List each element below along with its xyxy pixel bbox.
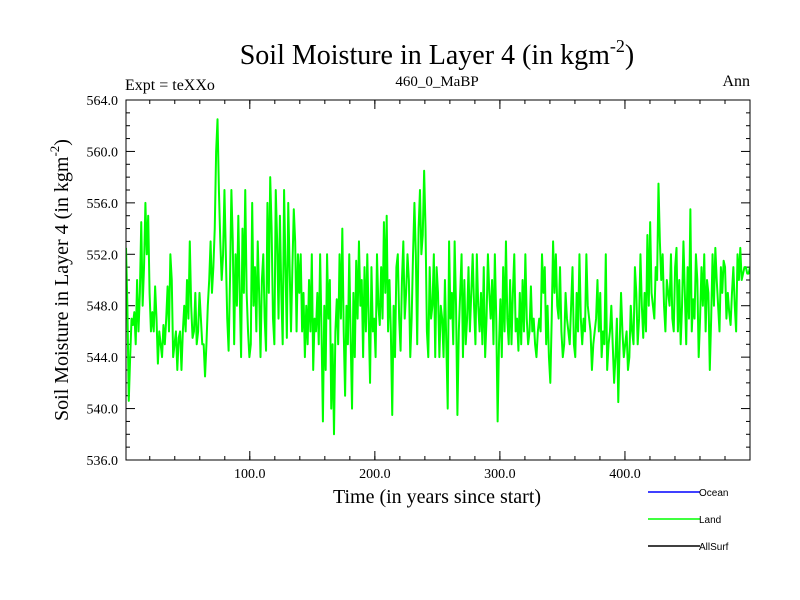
y-ticks: 536.0 540.0 544.0 548.0 552.0 556.0 560.0 564.0: [87, 94, 750, 469]
series-line-land: [126, 118, 750, 436]
x-tick-label: 300.0: [484, 467, 516, 482]
legend-label-land: Land: [699, 515, 721, 526]
x-ticks: 100.0 200.0 300.0 400.0: [149, 100, 726, 482]
y-tick-label: 564.0: [87, 94, 119, 109]
y-tick-label: 540.0: [87, 403, 119, 418]
legend-label-allsurf: AllSurf: [699, 542, 729, 553]
chart-title: Soil Moisture in Layer 4 (in kgm-2): [240, 36, 635, 71]
chart-title-end: ): [625, 40, 634, 71]
y-axis-label-superscript: -2: [47, 146, 62, 157]
x-tick-label: 400.0: [609, 467, 641, 482]
chart-title-superscript: -2: [610, 36, 625, 56]
y-axis-label: Soil Moisture in Layer 4 (in kgm-2): [47, 139, 73, 421]
y-tick-label: 536.0: [87, 454, 119, 469]
y-tick-label: 552.0: [87, 248, 119, 263]
y-tick-label: 544.0: [87, 351, 119, 366]
y-tick-label: 556.0: [87, 197, 119, 212]
x-tick-label: 200.0: [359, 467, 391, 482]
legend: Ocean Land AllSurf: [648, 488, 729, 553]
legend-label-ocean: Ocean: [699, 488, 728, 499]
x-axis-label: Time (in years since start): [333, 486, 541, 508]
subtitle-center: 460_0_MaBP: [395, 74, 478, 90]
y-tick-label: 548.0: [87, 300, 119, 315]
y-axis-label-end: ): [51, 139, 73, 146]
subtitle-right: Ann: [722, 73, 750, 90]
x-tick-label: 100.0: [234, 467, 266, 482]
y-tick-label: 560.0: [87, 145, 119, 160]
plot-frame: [125, 99, 751, 461]
subtitle-left: Expt = teXXo: [125, 77, 215, 94]
plot-area: [126, 118, 750, 436]
